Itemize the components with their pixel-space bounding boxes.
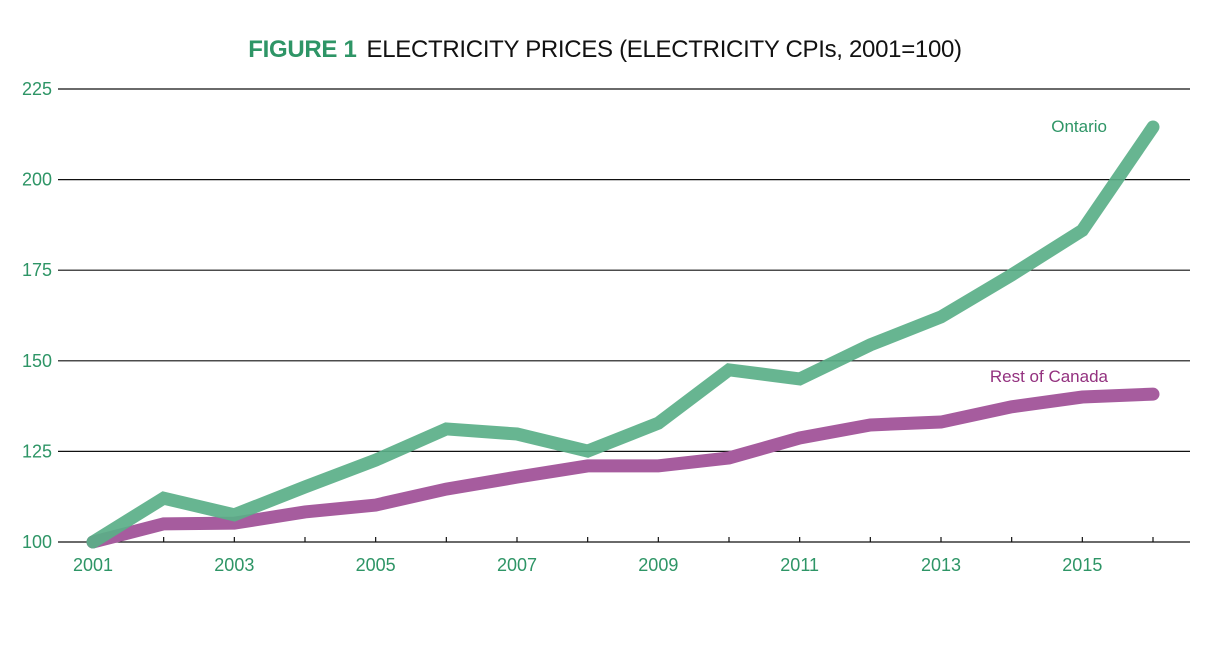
series-label-ontario: Ontario <box>1051 117 1107 136</box>
x-tick-label: 2009 <box>638 555 678 575</box>
x-tick-label: 2003 <box>214 555 254 575</box>
y-tick-label: 150 <box>22 351 52 371</box>
y-tick-label: 175 <box>22 260 52 280</box>
x-tick-label: 2005 <box>356 555 396 575</box>
series-label-rest-of-canada: Rest of Canada <box>990 367 1109 386</box>
y-tick-label: 100 <box>22 532 52 552</box>
series-lines <box>86 120 1160 549</box>
chart-title-text: ELECTRICITY PRICES (ELECTRICITY CPIs, 20… <box>366 36 963 63</box>
x-tick-label: 2011 <box>780 555 819 575</box>
y-tick-label: 200 <box>22 170 52 190</box>
x-tick-label: 2015 <box>1062 555 1102 575</box>
gridlines <box>58 88 1190 543</box>
series-labels: Ontario Rest of Canada <box>990 117 1109 386</box>
x-tick-label: 2001 <box>73 555 113 575</box>
x-axis-ticks: 2001 2003 2005 2007 2009 2011 2013 2015 <box>73 537 1154 575</box>
y-axis-ticks: 100 125 150 175 200 225 <box>22 79 52 552</box>
x-tick-label: 2013 <box>921 555 961 575</box>
y-tick-label: 125 <box>22 441 52 461</box>
figure-number: FIGURE 1 <box>248 36 357 63</box>
y-tick-label: 225 <box>22 79 52 99</box>
x-tick-label: 2007 <box>497 555 537 575</box>
chart-title: FIGURE 1 ELECTRICITY PRICES (ELECTRICITY … <box>0 36 1210 64</box>
series-line-ontario <box>86 120 1160 549</box>
series-line-rest-of-canada <box>86 387 1160 549</box>
